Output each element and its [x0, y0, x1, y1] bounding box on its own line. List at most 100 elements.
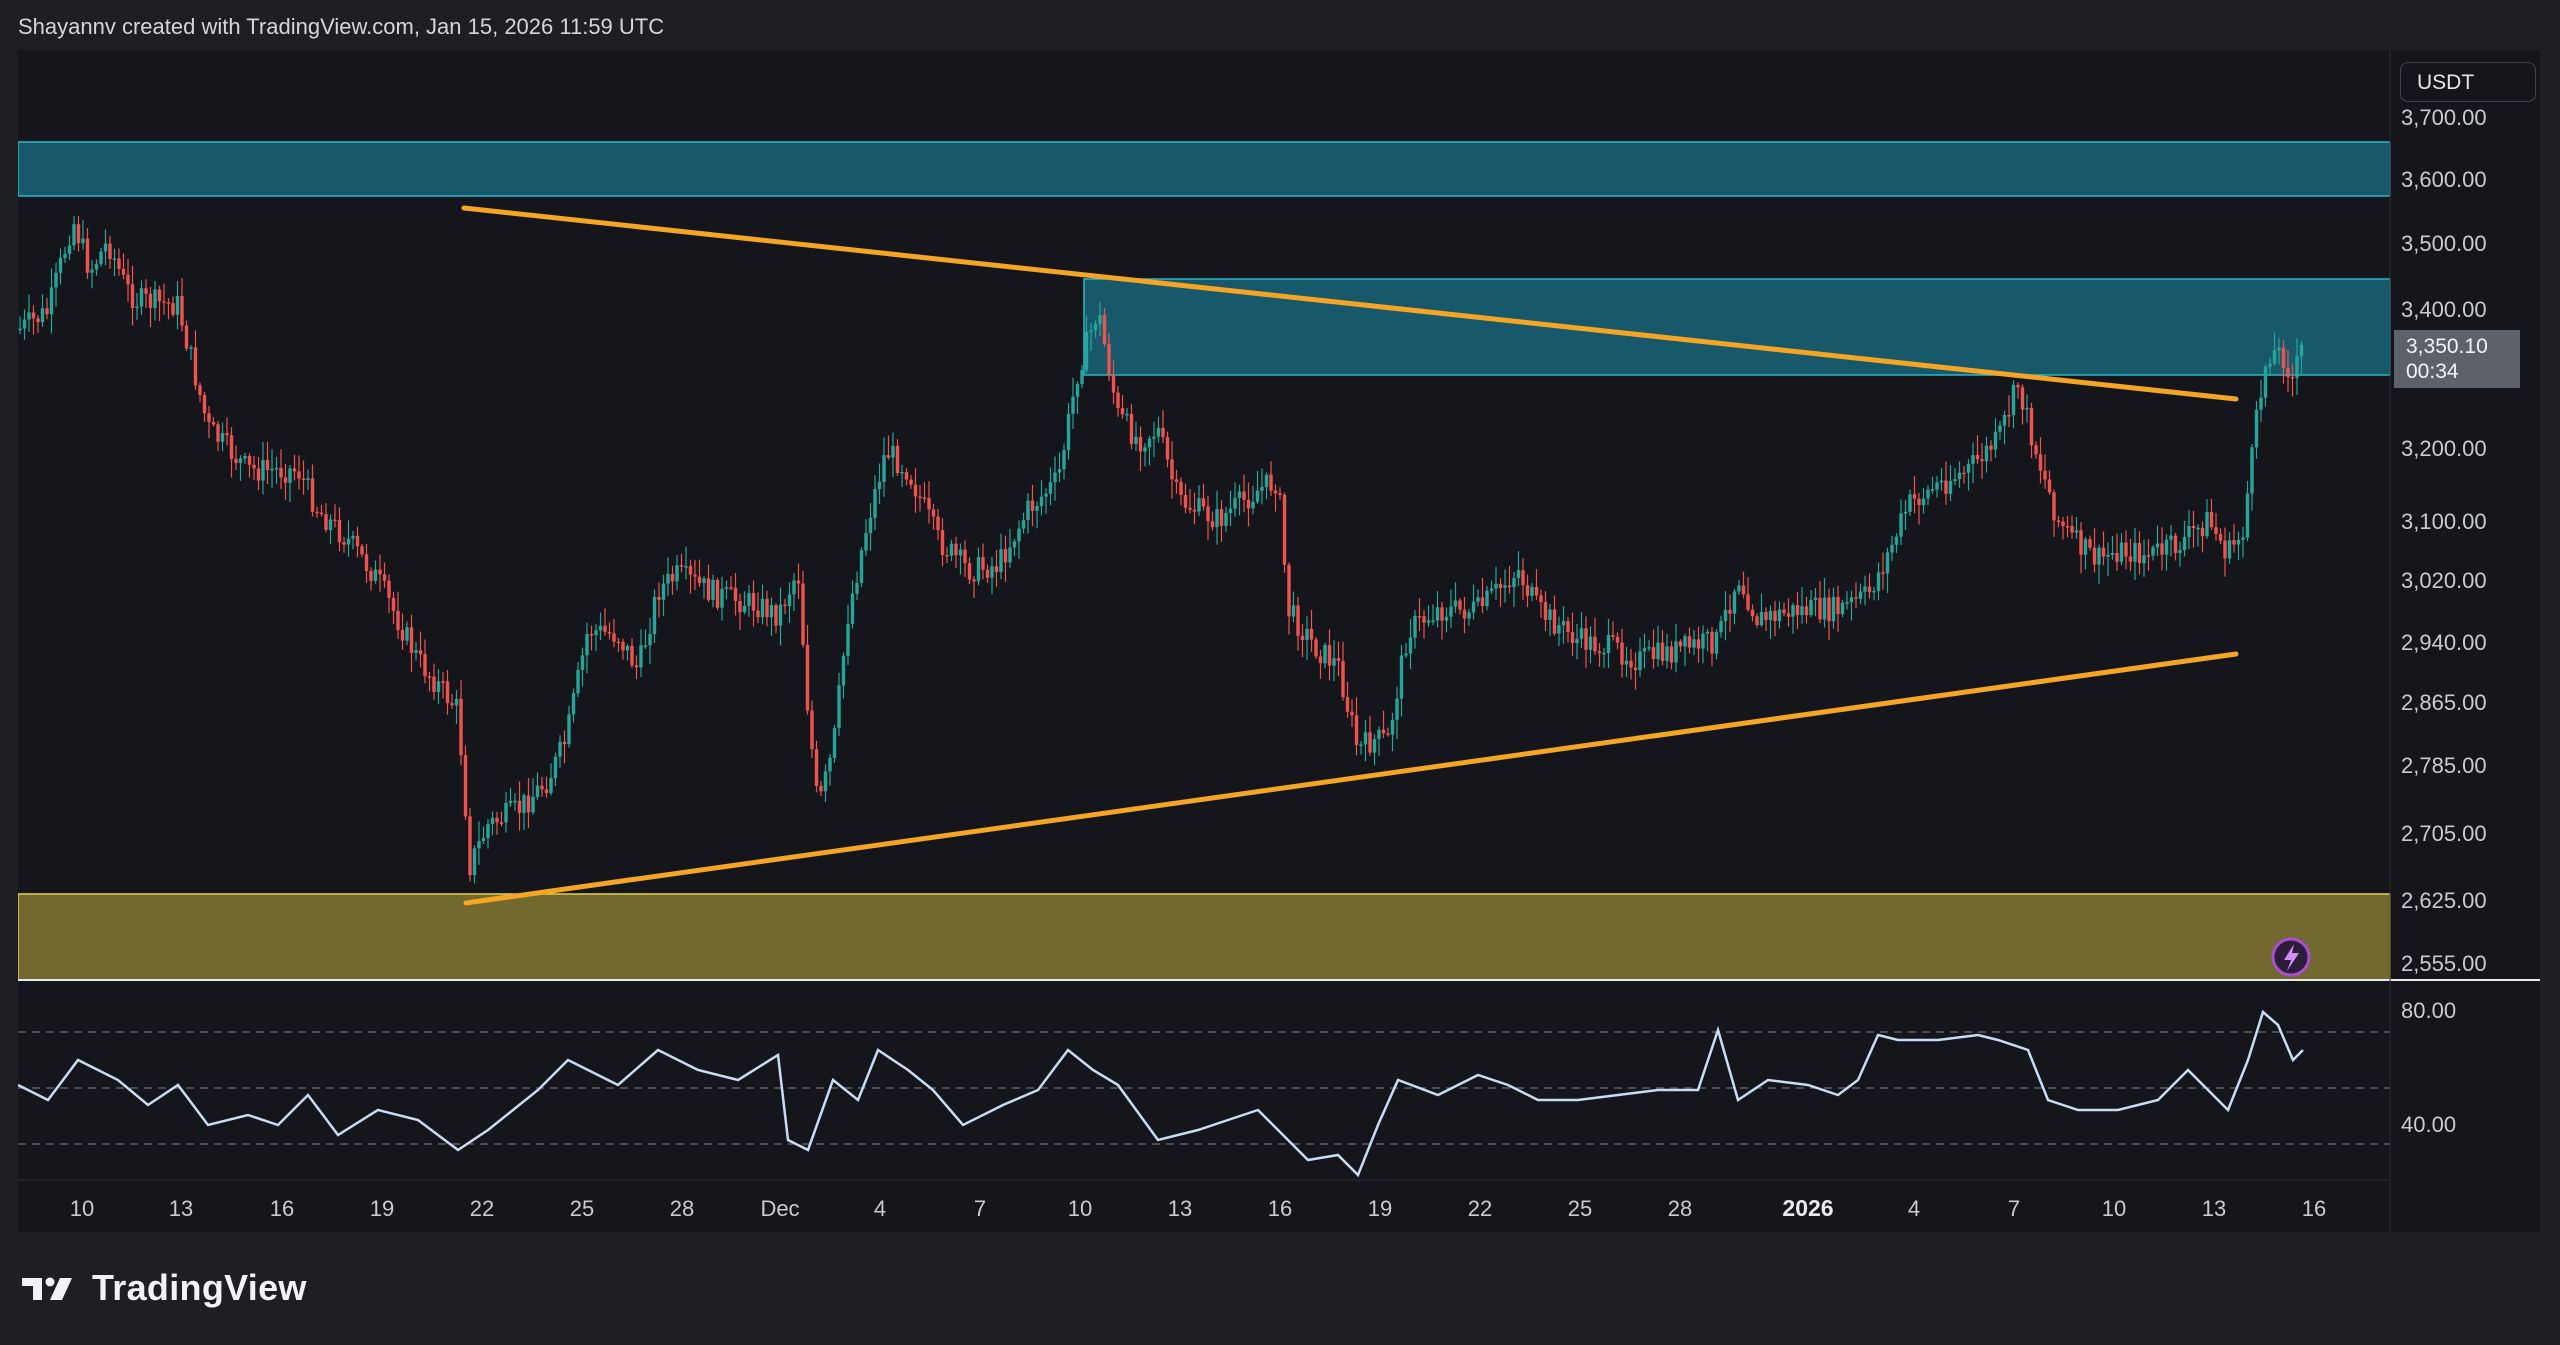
candle-body — [517, 800, 522, 813]
candle-body — [207, 413, 211, 423]
candle-body — [409, 627, 414, 653]
candle-body — [423, 654, 427, 677]
candle-body — [2034, 445, 2038, 455]
candle-body — [162, 301, 166, 303]
candle-body — [940, 530, 945, 555]
candle-body — [2263, 366, 2268, 398]
candle-body — [2236, 539, 2241, 545]
candle-body — [1917, 498, 1921, 506]
candle-body — [220, 433, 225, 442]
candle-body — [2214, 527, 2218, 534]
candle-body — [337, 520, 342, 543]
price-tick-label: 2,555.00 — [2401, 951, 2487, 976]
candle-body — [1107, 343, 1111, 375]
candle-body — [1755, 616, 1759, 626]
candle-body — [1921, 498, 1926, 506]
candle-body — [1840, 602, 1845, 615]
candle-body — [2146, 555, 2151, 557]
candle-body — [1183, 494, 1188, 508]
candle-body — [1188, 507, 1192, 510]
candle-body — [702, 578, 706, 584]
candle-body — [103, 243, 108, 252]
candle-body — [2043, 470, 2047, 480]
candle-body — [1453, 600, 1458, 607]
candle-body — [49, 287, 54, 315]
candle-body — [1566, 621, 1570, 633]
candle-body — [1152, 436, 1156, 439]
candle-body — [1219, 509, 1224, 526]
candle-body — [2254, 409, 2259, 448]
candle-body — [846, 623, 850, 656]
candle-body — [495, 817, 499, 823]
candle-body — [2178, 549, 2182, 554]
candle-body — [1426, 620, 1431, 623]
candle-body — [1471, 601, 1476, 613]
candle-body — [693, 574, 697, 577]
price-tick-label: 3,020.00 — [2401, 568, 2487, 593]
candle-body — [657, 596, 661, 600]
chart-area[interactable]: 3,700.00 3,600.00 3,500.00 3,400.00 3,200.00… — [18, 50, 2540, 1232]
tradingview-footer-logo[interactable]: TradingView — [20, 1267, 307, 1308]
candle-body — [1116, 392, 1120, 409]
candle-body — [742, 605, 747, 613]
candle-body — [198, 385, 202, 396]
candle-body — [288, 468, 292, 483]
candle-body — [1854, 597, 1858, 599]
candle-body — [1588, 636, 1593, 650]
candle-body — [1804, 606, 1809, 616]
brand-name: TradingView — [92, 1267, 307, 1308]
candle-body — [1885, 552, 1890, 574]
candle-body — [841, 655, 846, 686]
candle-body — [189, 347, 193, 349]
candle-body — [1642, 648, 1647, 652]
candle-body — [985, 569, 990, 578]
candle-body — [2119, 542, 2124, 562]
candle-body — [2286, 367, 2290, 378]
candle-body — [630, 646, 634, 666]
candle-body — [67, 245, 72, 254]
candle-body — [1597, 651, 1602, 654]
candle-body — [2065, 525, 2070, 528]
candle-body — [603, 625, 607, 632]
candle-body — [2002, 415, 2007, 426]
candle-body — [135, 306, 139, 309]
candle-body — [1773, 610, 1777, 622]
currency-selector[interactable]: USDT — [2400, 62, 2536, 102]
candle-body — [1287, 564, 1291, 617]
candle-body — [1300, 635, 1305, 640]
price-chart[interactable]: 3,700.00 3,600.00 3,500.00 3,400.00 3,200.00… — [18, 50, 2540, 1232]
candle-body — [1350, 711, 1354, 716]
candle-body — [1687, 636, 1692, 648]
time-tick-label: 25 — [570, 1196, 594, 1221]
candle-body — [616, 641, 621, 644]
candle-body — [2056, 520, 2061, 522]
candle-body — [387, 580, 391, 598]
candle-body — [1723, 609, 1728, 622]
candle-body — [526, 795, 531, 813]
time-tick-label: 28 — [1668, 1196, 1692, 1221]
candle-body — [670, 573, 675, 582]
candle-body — [1431, 620, 1435, 622]
candle-body — [144, 288, 148, 294]
candle-body — [1390, 719, 1395, 735]
time-tick-label: 19 — [1368, 1196, 1392, 1221]
price-tick-label: 2,705.00 — [2401, 821, 2487, 846]
candle-body — [414, 650, 418, 653]
candle-body — [607, 631, 612, 634]
candle-body — [1548, 609, 1552, 620]
candle-body — [499, 822, 504, 824]
candle-body — [2106, 554, 2110, 557]
candle-body — [333, 519, 337, 522]
candle-body — [1485, 590, 1489, 607]
candle-body — [895, 445, 900, 474]
candle-body — [1827, 597, 1831, 622]
candle-body — [810, 710, 814, 750]
candle-body — [126, 274, 130, 285]
candle-body — [99, 251, 103, 264]
candle-body — [18, 328, 22, 331]
candle-body — [2209, 511, 2214, 528]
candle-body — [1624, 660, 1629, 665]
candle-body — [571, 693, 576, 715]
candle-body — [751, 593, 756, 611]
candle-body — [958, 549, 963, 556]
